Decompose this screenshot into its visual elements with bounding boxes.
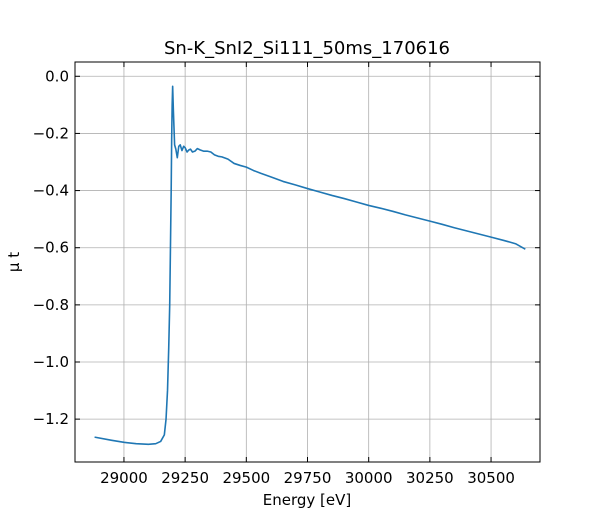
axes: 29000 29250 29500 29750 30000 30250 30500 0.0 −0…: [33, 61, 541, 487]
y-axis-label: μ t: [5, 252, 23, 272]
y-tick-label: 0.0: [45, 67, 69, 85]
grid: [75, 62, 540, 462]
y-tick-label: −0.4: [33, 182, 69, 200]
y-tick-label: −1.2: [33, 410, 69, 428]
x-tick-label: 30250: [406, 469, 454, 487]
x-tick-label: 29500: [222, 469, 270, 487]
y-tick-label: −1.0: [33, 353, 69, 371]
x-axis-label: Energy [eV]: [263, 491, 351, 509]
x-tick-label: 29250: [161, 469, 209, 487]
x-tick-label: 29000: [100, 469, 148, 487]
y-tick-label: −0.8: [33, 296, 69, 314]
series-line-0: [94, 85, 526, 446]
plot-area: [94, 85, 526, 446]
x-tick-label: 29750: [284, 469, 332, 487]
x-tick-label: 30000: [345, 469, 393, 487]
chart-title: Sn-K_SnI2_Si111_50ms_170616: [164, 38, 450, 59]
y-tick-label: −0.2: [33, 124, 69, 142]
y-tick-label: −0.6: [33, 239, 69, 257]
x-tick-label: 30500: [467, 469, 515, 487]
